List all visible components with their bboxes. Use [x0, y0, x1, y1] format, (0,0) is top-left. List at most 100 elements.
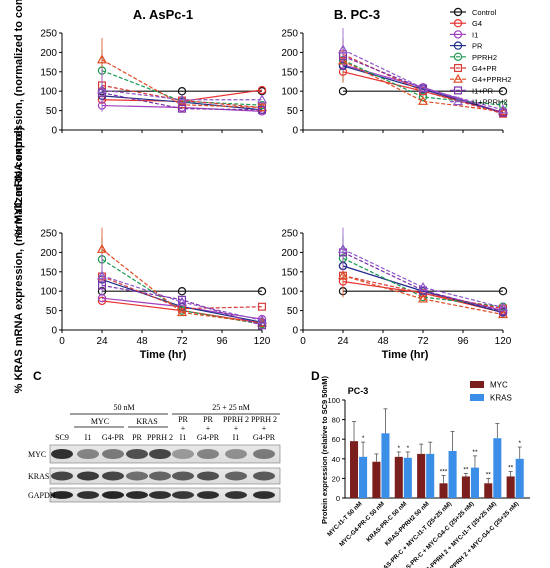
upper-ylabel-main: % MYC mRNA expression, (normalized to co…	[13, 0, 25, 237]
x-tick-label: 0	[300, 336, 306, 347]
data-point	[176, 296, 188, 306]
series-pprh2	[338, 236, 508, 311]
y-tick-label: 0	[292, 126, 298, 137]
data-point	[417, 281, 429, 291]
significance-label: **	[508, 465, 514, 472]
series-line	[342, 248, 504, 309]
data-point	[497, 309, 509, 319]
legend-label: G4+PPRH2	[472, 75, 511, 84]
bar-kras	[426, 453, 435, 498]
bar-legend-item-myc: MYC	[470, 381, 508, 390]
data-point	[96, 243, 108, 253]
blot-band	[149, 491, 171, 499]
legend-item-pr: PR	[450, 41, 483, 51]
data-point	[498, 86, 508, 96]
blot-band	[102, 448, 124, 460]
y-tick-label: 200	[281, 248, 298, 259]
blot-band	[126, 491, 148, 499]
series-i1-pprh2	[96, 253, 268, 324]
bar-ylabel: Protein expression (relative to SC9 50nM…	[320, 376, 329, 524]
y-tick-label: 200	[40, 48, 57, 59]
series-line	[342, 55, 504, 114]
western-blot-panel: C 50 nM 25 + 25 nM MYC KRAS SC9 I1 G4-PR PR…	[28, 369, 281, 503]
data-point	[176, 307, 188, 317]
data-point	[176, 94, 188, 104]
data-point	[96, 54, 108, 64]
x-tick-label: 48	[377, 336, 389, 347]
legend-marker	[454, 63, 463, 72]
significance-label: *	[407, 445, 410, 452]
line-chart-upper-left: 0 50 100 150 200 250	[40, 29, 268, 137]
y-tick-label: 0	[292, 326, 298, 337]
series-line	[342, 59, 504, 106]
data-point	[498, 287, 508, 296]
blot-band	[102, 471, 124, 481]
y-tick-label: 100	[281, 287, 298, 298]
lane-label: I1	[85, 433, 92, 442]
y-tick-label: 250	[40, 29, 57, 40]
y-tick-label: 50	[46, 306, 58, 317]
bar-myc	[350, 441, 359, 498]
xlabel-left: Time (hr)	[140, 349, 187, 361]
lane-label: SC9	[55, 433, 69, 442]
bar-category-label: KRAS-PR-C 50 nM	[365, 500, 408, 543]
blot-band	[102, 491, 124, 499]
bar-y-tick-label: 20	[332, 474, 340, 483]
legend-label: I1+PPRH2	[472, 98, 508, 107]
bar-myc	[417, 453, 426, 498]
bar-legend-swatch	[470, 394, 484, 401]
blot-band	[172, 448, 194, 460]
bar-legend-item-kras: KRAS	[470, 394, 512, 403]
bar-myc	[372, 461, 381, 498]
blot-band	[197, 448, 219, 460]
blot-band	[77, 491, 99, 499]
legend-item-i1-pprh2: I1+PPRH2	[450, 96, 508, 107]
y-tick-label: 50	[46, 106, 58, 117]
series-line	[342, 275, 504, 316]
panel-b-title: B. PC-3	[334, 7, 380, 22]
svg-text:% MYC mRNA expression, (normal: % MYC mRNA expression, (normalized to co…	[13, 0, 25, 237]
legend-marker	[453, 52, 463, 62]
series-pprh2	[97, 237, 267, 329]
data-point	[497, 302, 509, 312]
data-point	[337, 44, 349, 54]
y-tick-label: 200	[281, 48, 298, 59]
data-point	[338, 86, 348, 96]
blot-band	[126, 448, 148, 460]
group-myc-label: MYC	[91, 417, 109, 426]
combo-bottom-label: G4-PR	[253, 433, 276, 442]
data-point	[418, 92, 428, 102]
lane-label: G4-PR	[102, 433, 125, 442]
data-point	[417, 82, 429, 92]
bar-y-tick-label: 40	[332, 455, 340, 464]
protein-bar-panel: D PC-3 Protein expression (relative to S…	[311, 369, 530, 568]
data-point	[177, 287, 187, 296]
blot-band	[51, 448, 73, 460]
x-tick-label: 96	[216, 336, 228, 347]
combo-top-label: PR	[203, 415, 213, 424]
y-tick-label: 150	[281, 267, 298, 278]
legend-marker	[452, 73, 464, 83]
y-tick-label: 100	[40, 287, 57, 298]
panel-c-label: C	[33, 369, 42, 383]
blot-band	[197, 471, 219, 481]
series-line	[101, 284, 263, 326]
x-tick-label: 72	[417, 336, 429, 347]
series-i1-pprh2	[96, 68, 268, 112]
blot-band	[253, 448, 275, 460]
significance-label: **	[463, 467, 469, 474]
bar-myc	[484, 483, 493, 498]
data-point	[417, 293, 429, 303]
y-tick-label: 50	[287, 306, 299, 317]
data-point	[96, 270, 108, 280]
blot-band	[253, 471, 275, 481]
data-point	[337, 243, 349, 253]
bar-kras	[470, 467, 479, 498]
lane-label: PPRH 2	[147, 433, 173, 442]
legend-label: G4	[472, 19, 482, 28]
blot-row-label: KRAS	[28, 472, 49, 481]
blot-band	[225, 471, 247, 481]
bar-myc	[506, 476, 515, 498]
significance-label: **	[486, 471, 492, 478]
